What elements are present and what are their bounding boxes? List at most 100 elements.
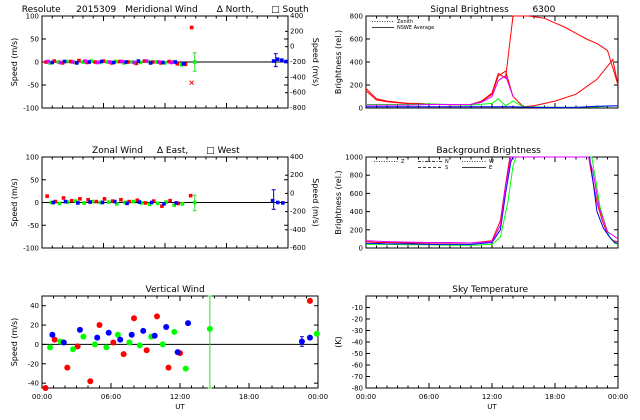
y2-tick-label: 0 [290,43,294,51]
x-tick-label: 18:00 [239,393,259,401]
data-point [63,199,68,204]
y-tick-label: -20 [28,360,39,368]
data-point [77,58,81,63]
series-line [366,156,619,245]
data-point [82,201,86,205]
y2-axis-label: Speed (m/s) [311,38,320,87]
data-point [83,59,87,63]
data-point [126,60,130,64]
data-point [101,59,106,63]
data-point [137,200,142,204]
panel-title: Background Brightness [436,146,541,156]
legend-label: NSWE Average [397,25,434,31]
data-point [154,313,160,320]
data-point [165,364,172,371]
x-tick-label: 06:00 [419,393,439,401]
data-point [75,61,79,65]
data-point [57,201,62,206]
y-tick-label: 600 [350,190,363,198]
data-point [110,199,115,203]
data-point [159,341,166,348]
data-point [51,200,56,205]
y-tick-label: -40 [28,380,39,388]
y-tick-label: 1000 [345,154,363,162]
data-point [91,341,98,348]
x-tick-label: 06:00 [101,393,121,401]
data-point [281,201,285,205]
data-point [306,297,313,304]
series-line [366,105,619,108]
data-point [53,199,58,204]
data-point [94,199,99,204]
data-point [87,378,94,385]
data-point [98,200,103,205]
data-point [64,364,71,371]
data-point [176,201,181,206]
data-point [86,197,90,202]
data-point [271,59,276,63]
y-tick-label: 0 [35,59,39,67]
x-tick-label: 00:00 [308,393,328,401]
data-point [90,199,95,204]
data-point [163,61,167,65]
data-point [114,331,121,338]
title-part: □ South [271,5,309,15]
y-tick-label: 400 [350,59,363,67]
data-point [179,62,184,67]
title-part: Background Brightness [436,146,541,156]
data-point [136,342,143,349]
data-point [156,201,160,206]
data-point [275,200,280,205]
panel-title: Zonal Wind ∆ East, □ West [92,146,240,156]
title-part: ∆ North, [216,5,254,15]
data-point [119,197,123,202]
data-point [114,59,118,64]
data-point [76,201,80,205]
data-point [115,202,119,206]
data-point [148,61,153,65]
data-point [144,59,149,63]
legend-label: W [489,159,494,165]
panel-vertical: Vertical Wind Speed (m/s) -40 -20 0 20 40 00:00… [10,285,328,411]
panel-zonal: Zonal Wind ∆ East, □ West Speed (m/s) -100 -5… [10,146,320,253]
data-point [44,60,48,64]
y-axis-label: Speed (m/s) [10,178,19,227]
data-point [124,60,128,64]
plot-frame [365,295,619,389]
data-point [105,60,110,64]
y-axis-label: (K) [334,336,343,348]
data-point [270,198,275,203]
data-point [80,333,87,340]
data-point [167,59,171,64]
y2-tick-label: 0 [290,189,294,197]
data-point [313,330,320,337]
data-point [74,199,78,203]
data-point [64,59,69,64]
data-point [128,331,135,338]
data-point [131,315,137,322]
legend-label: S [445,165,448,171]
data-point [174,201,179,205]
data-point [126,339,133,346]
y-axis-label: Brightness (rel.) [334,170,343,234]
data-point [62,59,67,64]
y2-tick-label: -600 [290,89,306,97]
data-point [298,338,305,345]
y2-tick-label: -600 [290,244,306,252]
data-point [171,328,178,335]
legend-label: N [445,159,449,165]
data-point [61,196,66,200]
title-part: Resolute [22,5,61,15]
data-point [143,347,150,354]
data-point [56,60,61,64]
data-point [122,61,126,65]
data-point [120,59,124,64]
y-tick-label: -30 [352,327,363,335]
data-point [140,327,147,334]
data-point [52,59,57,63]
data-point [173,60,178,64]
data-point [85,60,89,65]
data-point [105,329,112,336]
data-point [123,200,127,205]
data-point [48,61,52,65]
